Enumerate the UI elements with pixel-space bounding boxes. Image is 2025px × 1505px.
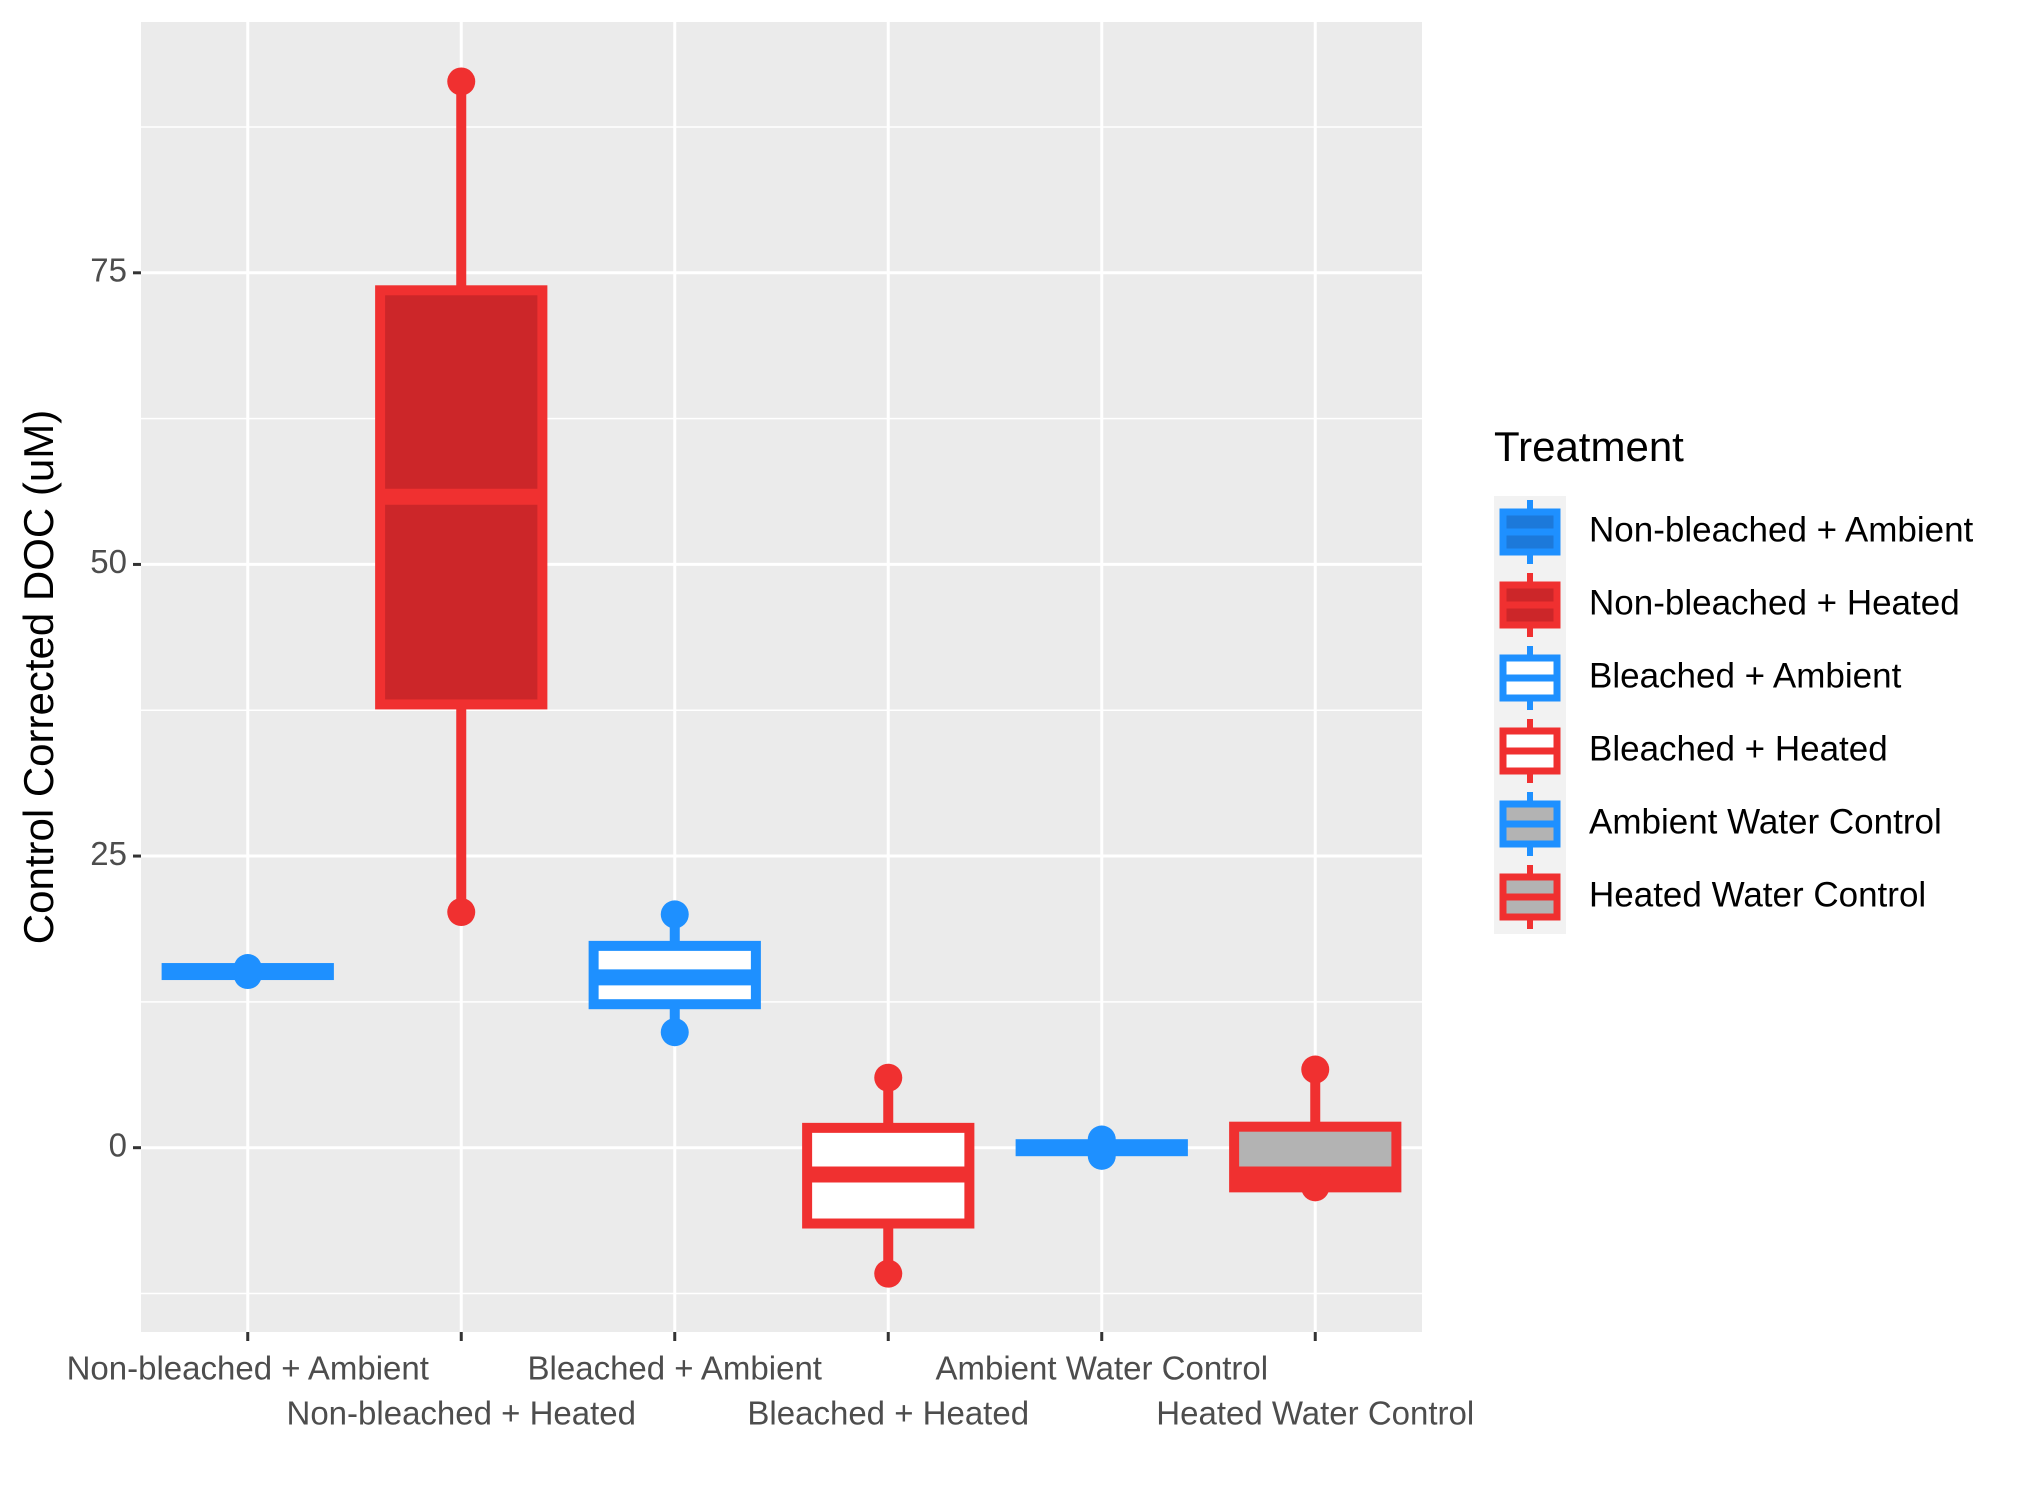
point-min [447, 898, 476, 927]
legend-label: Non-bleached + Ambient [1589, 510, 1974, 549]
point-max [1301, 1055, 1330, 1084]
point-max [1087, 1125, 1116, 1154]
legend-title: Treatment [1494, 423, 1684, 470]
legend-label: Non-bleached + Heated [1589, 583, 1960, 622]
plot-panel [141, 22, 1422, 1332]
point-min [1301, 1173, 1330, 1202]
point-max [447, 67, 476, 96]
legend-label: Bleached + Heated [1589, 729, 1888, 768]
y-tick-label: 0 [109, 1126, 127, 1163]
x-tick-label: Non-bleached + Ambient [67, 1350, 429, 1387]
x-tick-label: Heated Water Control [1156, 1395, 1474, 1432]
x-tick-label: Bleached + Heated [747, 1395, 1029, 1432]
y-axis-title: Control Corrected DOC (uM) [15, 410, 62, 944]
point-max [660, 900, 689, 929]
legend-label: Ambient Water Control [1589, 802, 1942, 841]
y-tick-label: 25 [90, 835, 127, 872]
y-tick-label: 75 [90, 252, 127, 289]
x-tick-label: Non-bleached + Heated [287, 1395, 637, 1432]
point-min [874, 1259, 903, 1288]
point-max [233, 954, 262, 983]
x-tick-label: Ambient Water Control [935, 1350, 1268, 1387]
x-tick-label: Bleached + Ambient [528, 1350, 822, 1387]
y-tick-label: 50 [90, 543, 127, 580]
point-min [660, 1018, 689, 1047]
point-max [874, 1063, 903, 1092]
legend-label: Heated Water Control [1589, 875, 1926, 914]
legend-label: Bleached + Ambient [1589, 656, 1902, 695]
